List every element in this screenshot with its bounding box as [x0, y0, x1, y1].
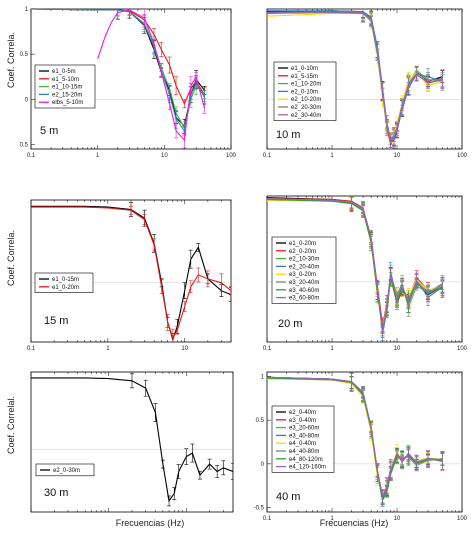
x-tick-label: 10: [394, 346, 401, 352]
panel-depth-label: 40 m: [276, 491, 300, 503]
x-tick-label: 10: [161, 153, 168, 159]
legend-entry: e1_10-15m: [52, 85, 82, 91]
legend-box: [34, 272, 94, 293]
plot-frame: [266, 195, 463, 343]
legend-entry: e1_0-15m: [52, 277, 79, 283]
xlabel-right: Frecuencias (Hz): [320, 518, 389, 528]
legend-entry: e2_0-40m: [289, 410, 316, 416]
panel-depth-label: 20 m: [278, 318, 302, 330]
y-tick-label: 0.5: [20, 52, 29, 58]
x-tick-label: 0.1: [263, 346, 272, 352]
panel-1: 0.1 1 10 100 0.5 0 0.5 1 e1_0-5m e1_5-10m e1_10-15…: [20, 7, 237, 159]
x-tick-label: 10: [394, 516, 401, 522]
series-group: [267, 196, 445, 341]
panel-6: 0.1 1 10 100 -0.5 0 0.5 1 e2_0-40m e3_0-40m e3_20-…: [254, 371, 468, 522]
x-tick-label: 100: [457, 516, 468, 522]
legend: e2_0-30m: [35, 463, 95, 477]
legend-entry: e3_0-20m: [289, 272, 316, 278]
panel-depth-label: 10 m: [276, 129, 300, 141]
x-tick-label: 10: [394, 153, 401, 159]
legend-entry: e1_0-20m: [52, 285, 79, 291]
x-tick-label: 100: [457, 346, 468, 352]
series-group: [31, 373, 233, 507]
legend-box: [35, 463, 95, 477]
x-tick-label: 0.1: [27, 346, 36, 352]
legend-entry: e3_20-60m: [289, 426, 319, 432]
legend-entry: e2_20-30m: [291, 105, 321, 111]
x-tick-label: 0.1: [263, 153, 272, 159]
x-tick-label: 100: [457, 153, 468, 159]
x-tick-label: 1: [330, 516, 334, 522]
figure-labels: Coef. Correla. Coef. Correla. Coef. Corr…: [6, 32, 388, 528]
y-tick-label: 0.5: [256, 418, 265, 424]
legend-box: [34, 64, 96, 109]
legend-entry: e3_20-40m: [289, 280, 319, 286]
series-line: [31, 206, 231, 340]
legend-entry: e1_0-20m: [289, 241, 316, 247]
xlabel-left: Frecuencias (Hz): [116, 518, 185, 528]
plot-frame: [30, 199, 232, 343]
series-group: [267, 9, 445, 149]
series-group: [31, 9, 207, 149]
legend-entry: e1_0-5m: [52, 69, 76, 75]
y-tick-label: 1: [25, 7, 29, 13]
y-tick-label: -0.5: [254, 506, 265, 512]
legend-entry: e2_15-20m: [52, 92, 82, 98]
legend: e1_0-15m e1_0-20m: [34, 272, 94, 293]
legend-entry: e3_40-60m: [289, 288, 319, 294]
legend-entry: e2_10-20m: [291, 97, 321, 103]
panel-4: 0.1 1 10 100 e1_0-20m e2_0-20m e2_10-30me2_20-…: [263, 195, 468, 352]
x-tick-label: 1: [96, 153, 100, 159]
legend-entry: e4_0-40m: [289, 441, 316, 447]
legend-entry: e2_30-40m: [291, 113, 321, 119]
panel-depth-label: 5 m: [40, 125, 58, 137]
series-group: [31, 202, 231, 342]
legend-box: [271, 405, 335, 473]
legend-entry: elbs_5-10m: [52, 100, 83, 106]
y-tick-label: 1: [261, 374, 265, 380]
x-tick-label: 1: [330, 153, 334, 159]
legend-entry: e2_0-10m: [291, 89, 318, 95]
plot-frame: [30, 371, 234, 513]
panel-depth-label: 15 m: [44, 315, 68, 327]
series-group: [267, 372, 445, 508]
legend-entry: e1_5-15m: [291, 74, 318, 80]
legend-entry: e3_0-40m: [289, 418, 316, 424]
legend-entry: e1_0-10m: [291, 66, 318, 72]
panel-3: 0.1 1 10 e1_0-15m e1_0-20m 15 m: [27, 199, 232, 352]
x-tick-label: 1: [330, 346, 334, 352]
ylabel-top: Coef. Correla.: [6, 32, 16, 88]
panel-2: 0.1 1 10 100 e1_0-10m e1_5-15m e1_10-20me2_0-1…: [263, 8, 468, 159]
legend-entry: e3_60-80m: [289, 296, 319, 302]
panel-5: e2_0-30m 30 m: [30, 371, 234, 513]
ylabel-bottom: Coef. Correlal.: [6, 396, 16, 454]
y-tick-label: 0: [25, 97, 29, 103]
legend-entry: e4_120-160m: [289, 465, 326, 471]
x-tick-label: 0.1: [263, 516, 272, 522]
x-tick-label: 10: [181, 346, 188, 352]
legend-entry: e1_5-10m: [52, 77, 79, 83]
legend-entry: e4_80-120m: [289, 457, 323, 463]
y-tick-label: 0.5: [20, 142, 29, 148]
legend-entry: e1_10-20m: [291, 82, 321, 88]
x-tick-label: 0.1: [27, 153, 36, 159]
ylabel-middle: Coef. Correla.: [6, 230, 16, 286]
legend-entry: e2_10-30m: [289, 257, 319, 263]
legend-entry: e4_40-80m: [289, 449, 319, 455]
legend-entry: e2_0-30m: [53, 468, 80, 474]
legend-entry: e3_40-80m: [289, 433, 319, 439]
y-tick-label: 0: [261, 462, 265, 468]
x-tick-label: 100: [226, 153, 237, 159]
panels: 0.1 1 10 1000.500.51e1_0-5me1_5-10me1_10-15…: [20, 7, 468, 522]
legend-entry: e2_20-40m: [289, 264, 319, 270]
x-tick-label: 1: [106, 346, 110, 352]
legend-box: [271, 236, 337, 304]
legend-entry: e2_0-20m: [289, 249, 316, 255]
panel-depth-label: 30 m: [44, 487, 68, 499]
